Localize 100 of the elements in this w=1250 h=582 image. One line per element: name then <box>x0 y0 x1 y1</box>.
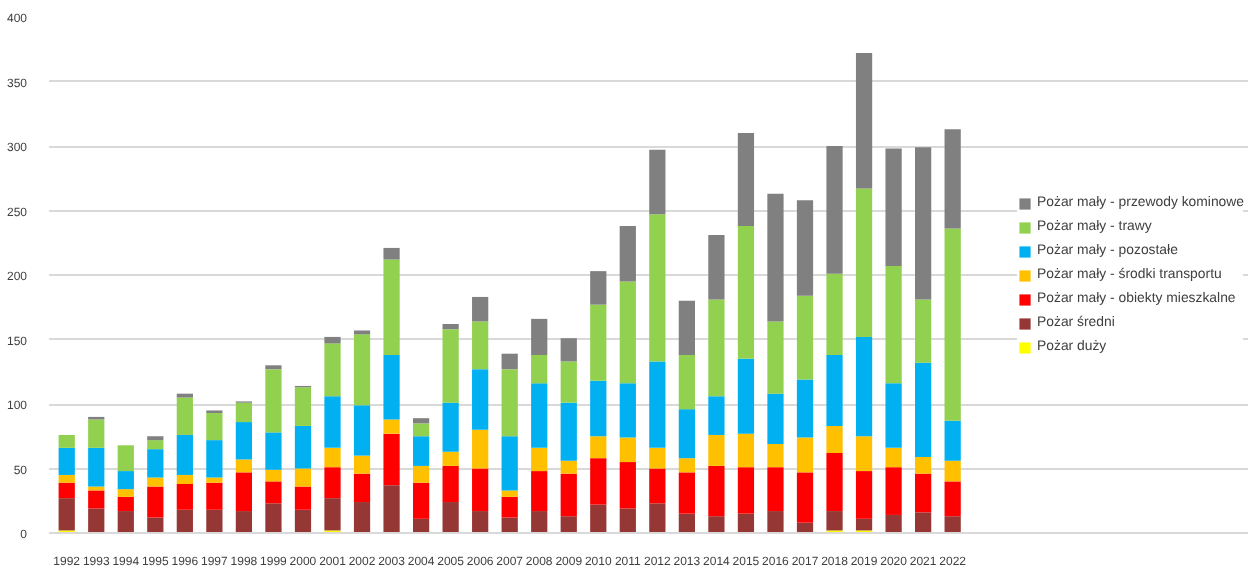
bar <box>235 511 253 533</box>
bar <box>915 473 932 513</box>
bar <box>855 436 873 472</box>
bar <box>531 511 548 533</box>
bar <box>767 467 784 512</box>
bar <box>117 489 134 497</box>
bar <box>944 228 961 421</box>
bar <box>442 465 459 503</box>
bar <box>678 409 695 459</box>
bar <box>176 397 193 435</box>
bar <box>649 149 666 215</box>
bar <box>767 443 784 468</box>
bar <box>531 383 548 448</box>
bar <box>885 514 902 533</box>
bar <box>501 496 518 518</box>
bar <box>294 486 312 510</box>
bar <box>915 362 932 457</box>
bar <box>206 482 223 510</box>
bar <box>472 429 489 469</box>
bar <box>531 354 548 384</box>
bar <box>383 259 400 355</box>
bar <box>294 387 312 426</box>
bar <box>885 265 902 384</box>
bar <box>353 455 371 474</box>
bar <box>265 432 282 470</box>
bar <box>708 235 725 300</box>
bar <box>324 336 341 344</box>
bar <box>176 509 193 533</box>
bar <box>442 402 459 452</box>
bar <box>265 469 282 482</box>
bar <box>737 358 755 434</box>
bar <box>560 402 577 461</box>
bar <box>826 354 843 426</box>
bar <box>294 425 312 469</box>
bar <box>796 379 814 438</box>
bar <box>324 467 341 499</box>
bar <box>383 354 400 420</box>
bar <box>826 511 843 531</box>
bar <box>472 369 489 430</box>
bar <box>767 193 784 322</box>
bar <box>737 513 755 533</box>
bar <box>412 482 430 519</box>
bar <box>796 437 814 473</box>
bar <box>353 334 371 406</box>
bar <box>294 509 312 533</box>
bar <box>353 502 371 533</box>
bar <box>649 503 666 533</box>
bar <box>708 516 725 533</box>
bar <box>117 496 134 512</box>
bar <box>147 486 164 518</box>
bar <box>117 511 134 533</box>
bar <box>796 472 814 523</box>
bar <box>176 474 193 484</box>
bar <box>206 413 223 441</box>
bar <box>826 273 843 355</box>
bar <box>383 433 400 486</box>
bar <box>88 508 105 533</box>
bar <box>737 133 755 226</box>
bar <box>235 422 253 460</box>
bar <box>412 423 430 437</box>
bar <box>855 471 873 519</box>
bar <box>649 468 666 504</box>
bar <box>442 329 459 403</box>
bar <box>708 434 725 466</box>
bar <box>472 511 489 533</box>
bar <box>796 295 814 380</box>
bar <box>944 460 961 482</box>
bar <box>915 299 932 363</box>
bar <box>412 518 430 533</box>
bar <box>294 468 312 487</box>
bar <box>176 434 193 475</box>
bar <box>531 318 548 355</box>
bar <box>442 502 459 533</box>
bar <box>590 504 607 533</box>
bar <box>678 472 695 514</box>
bar <box>531 471 548 512</box>
bar <box>678 458 695 473</box>
bar <box>767 511 784 533</box>
bar <box>235 459 253 473</box>
bar <box>324 343 341 397</box>
bar <box>855 336 873 437</box>
bar <box>442 324 459 330</box>
bar <box>58 434 75 448</box>
bar <box>885 383 902 448</box>
bar <box>649 214 666 362</box>
bar <box>649 361 666 448</box>
bar <box>501 353 518 370</box>
bar <box>147 449 164 478</box>
bar <box>767 321 784 394</box>
bar <box>353 473 371 503</box>
bar <box>885 447 902 468</box>
bar <box>590 304 607 381</box>
bar <box>58 474 75 483</box>
bar <box>590 458 607 505</box>
bar <box>88 447 105 487</box>
bar <box>560 473 577 517</box>
bar <box>855 53 873 189</box>
bar <box>619 281 636 384</box>
bar <box>590 436 607 459</box>
bar <box>442 451 459 466</box>
